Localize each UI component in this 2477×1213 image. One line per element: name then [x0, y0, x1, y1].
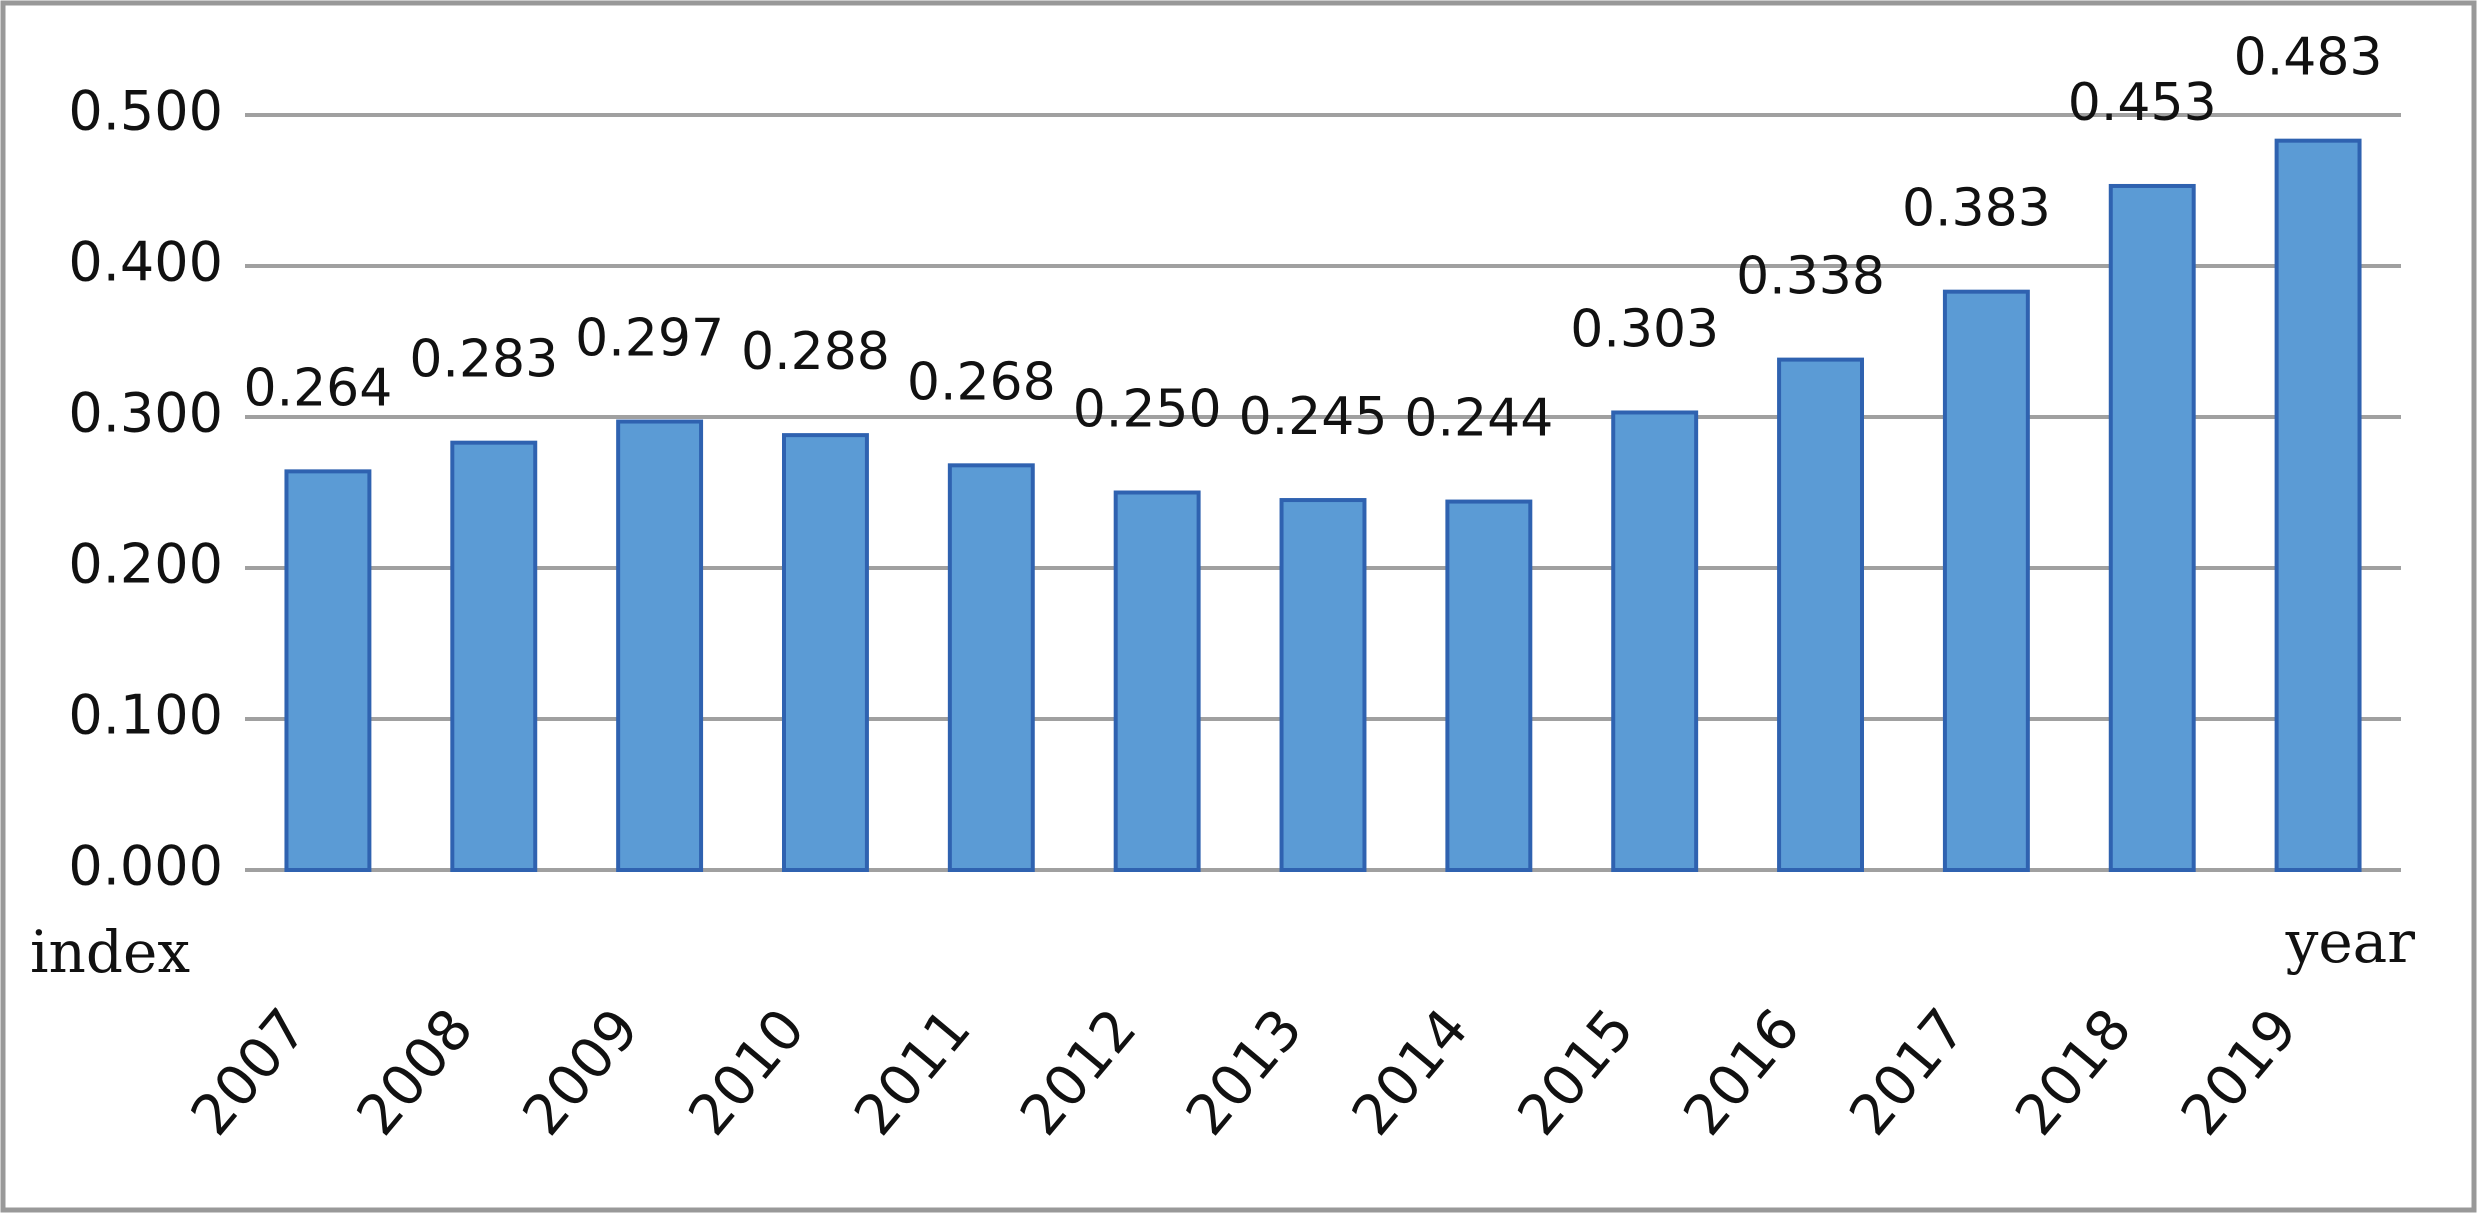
value-label: 0.383	[1902, 179, 2051, 239]
value-label: 0.283	[409, 330, 558, 390]
bar	[947, 463, 1035, 872]
y-tick-label: 0.300	[68, 382, 223, 445]
y-tick-label: 0.500	[68, 80, 223, 143]
value-label: 0.303	[1570, 299, 1719, 359]
value-label: 0.338	[1736, 247, 1885, 307]
bar	[1777, 357, 1864, 872]
bar	[616, 419, 704, 872]
value-label: 0.483	[2234, 28, 2383, 88]
value-label: 0.268	[907, 352, 1056, 412]
bar	[782, 433, 869, 872]
bar	[1113, 490, 1201, 872]
x-axis-label: year	[2285, 908, 2416, 976]
bar	[1279, 498, 1367, 872]
value-label: 0.244	[1404, 389, 1553, 449]
bar	[2108, 183, 2196, 873]
bar	[450, 440, 538, 872]
y-axis-label: index	[30, 918, 190, 986]
bar	[1611, 410, 1699, 872]
value-label: 0.245	[1239, 387, 1388, 447]
value-label: 0.250	[1073, 380, 1222, 440]
bar	[1942, 289, 2030, 873]
value-label: 0.264	[243, 358, 392, 418]
bar	[284, 469, 372, 872]
y-tick-label: 0.200	[68, 533, 223, 596]
value-label: 0.297	[575, 309, 724, 369]
bar	[1445, 499, 1533, 872]
value-label: 0.453	[2068, 73, 2217, 133]
bar	[2274, 138, 2362, 873]
value-label: 0.288	[741, 322, 890, 382]
y-tick-label: 0.400	[68, 231, 223, 294]
y-tick-label: 0.000	[68, 835, 223, 898]
y-tick-label: 0.100	[68, 684, 223, 747]
